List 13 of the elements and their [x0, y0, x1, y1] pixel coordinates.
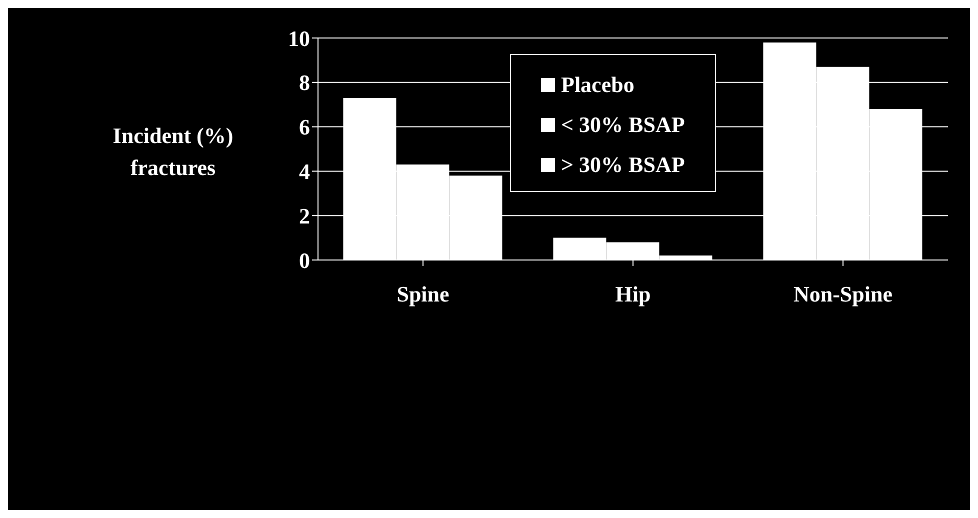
legend-label: Placebo [560, 71, 636, 99]
x-tick-label: Spine [396, 282, 450, 307]
x-tick-label: Hip [615, 282, 651, 307]
y-tick-label: 6 [299, 114, 310, 140]
x-tick-label: Non-Spine [793, 282, 893, 307]
y-tick-label: 2 [299, 203, 310, 228]
y-tick-label: 10 [288, 26, 310, 51]
y-axis-title: Incident (%) fractures [112, 122, 234, 182]
legend-label: < 30% BSAP [560, 111, 685, 139]
legend-label: > 30% BSAP [560, 151, 685, 179]
y-tick-label: 4 [299, 159, 310, 184]
y-tick-label: 0 [299, 248, 310, 273]
y-tick-label: 8 [299, 70, 310, 96]
